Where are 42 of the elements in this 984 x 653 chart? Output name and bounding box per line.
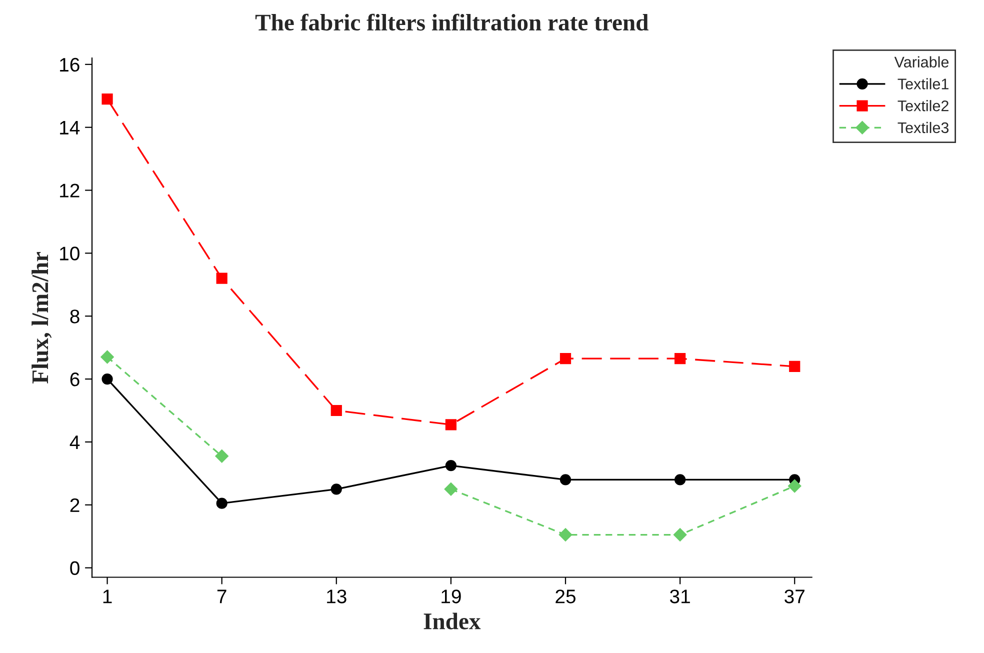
chart-title: The fabric filters infiltration rate trend [255, 14, 648, 31]
y-tick-label: 16 [60, 58, 80, 72]
y-tick-label: 8 [70, 310, 80, 324]
x-tick-label: 13 [327, 590, 346, 604]
point [560, 353, 572, 364]
point [674, 353, 686, 364]
legend-title: Variable [894, 56, 949, 68]
point [444, 482, 458, 496]
point [674, 474, 686, 486]
y-tick-label: 6 [70, 372, 80, 386]
point [789, 360, 800, 372]
point [216, 272, 228, 284]
point [788, 479, 802, 493]
point [445, 460, 457, 472]
x-tick-label: 1 [103, 590, 112, 604]
point [673, 528, 687, 542]
point [102, 93, 113, 105]
y-tick-label: 10 [60, 246, 80, 260]
y-tick-label: 4 [70, 436, 80, 450]
point [560, 474, 572, 486]
legend-label: Textile2 [898, 100, 948, 112]
point [445, 419, 457, 430]
x-tick-label: 7 [217, 590, 226, 604]
point [100, 350, 114, 364]
y-tick-label: 0 [70, 561, 80, 576]
x-tick-label: 25 [556, 590, 576, 604]
y-tick-label: 2 [70, 498, 80, 512]
point [102, 373, 113, 385]
y-axis-title: Flux, l/m2/hr [32, 252, 52, 384]
point [216, 498, 228, 509]
y-tick-label: 14 [60, 121, 80, 134]
point [330, 404, 342, 416]
point [215, 450, 228, 463]
point [558, 528, 572, 542]
x-axis-title: Index [424, 612, 481, 630]
y-tick-label: 12 [60, 184, 80, 198]
x-tick-label: 37 [784, 590, 804, 604]
x-tick-label: 19 [442, 590, 461, 604]
legend-label: Textile3 [898, 122, 949, 134]
point [330, 484, 342, 495]
x-tick-label: 31 [670, 590, 690, 604]
legend-label: Textile1 [898, 78, 948, 90]
